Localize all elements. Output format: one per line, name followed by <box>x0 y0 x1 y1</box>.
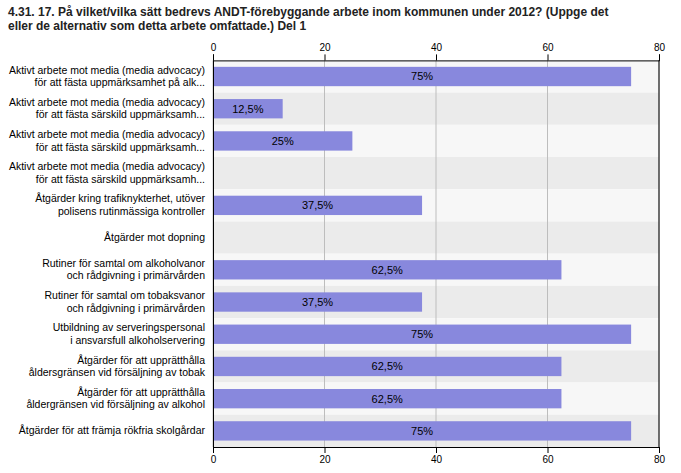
tick-mark <box>436 54 437 60</box>
tick-mark <box>548 447 549 453</box>
tick-label: Åtgärder för att upprätthållaåldersgräns… <box>29 354 206 379</box>
axis-line <box>214 448 660 454</box>
tick-label: 40 <box>431 454 443 465</box>
tick: Rutiner för samtal om tobaksvanoroch råd… <box>45 289 206 314</box>
tick-label: 0 <box>211 454 217 465</box>
tick: 80 <box>654 42 666 60</box>
bar <box>213 67 631 86</box>
tick-label: Aktivt arbete mot media (media advocacy)… <box>9 64 205 89</box>
grid-line <box>659 60 660 447</box>
tick: Aktivt arbete mot media (media advocacy)… <box>9 96 205 121</box>
tick: Åtgärder mot dopning <box>104 231 205 243</box>
tick-label: 20 <box>319 42 331 53</box>
data-label: 37,5% <box>302 199 333 211</box>
bar <box>213 292 422 311</box>
tick-mark <box>213 54 214 60</box>
bar <box>213 421 631 440</box>
tick: 0 <box>211 447 217 465</box>
tick-label: 20 <box>319 454 331 465</box>
bar <box>213 99 283 118</box>
tick: Åtgärder för att upprätthållaåldersgräns… <box>29 354 206 379</box>
grid <box>213 60 659 447</box>
tick: Aktivt arbete mot media (media advocacy)… <box>9 64 205 89</box>
bar <box>213 260 561 279</box>
tick: Åtgärder kring trafiknykterhet, utöverpo… <box>35 192 205 217</box>
tick-label: 0 <box>211 42 217 53</box>
plot: 75% 12,5% 25% 37,5% 62,5% 37,5% 75% 62,5% 62,5% 7… <box>9 42 666 465</box>
row-stripes <box>213 60 659 447</box>
data-label: 12,5% <box>232 103 263 115</box>
tick-mark <box>325 447 326 453</box>
bar <box>213 196 422 215</box>
title: 4.31. 17. På vilket/vilka sätt bedrevs A… <box>8 5 608 33</box>
tick-label: 80 <box>654 42 666 53</box>
tick-label: Aktivt arbete mot media (media advocacy)… <box>9 160 205 185</box>
tick: 40 <box>431 447 443 465</box>
tick-label: Utbildning av serveringspersonali ansvar… <box>53 321 205 346</box>
chart: 4.31. 17. På vilket/vilka sätt bedrevs A… <box>0 0 681 473</box>
tick: Utbildning av serveringspersonali ansvar… <box>53 321 205 346</box>
tick-label: Aktivt arbete mot media (media advocacy)… <box>9 128 205 153</box>
tick-mark <box>548 54 549 60</box>
tick-label: Åtgärder för att upprätthållaåldergränse… <box>26 386 205 411</box>
data-label: 62,5% <box>372 360 403 372</box>
tick-mark <box>659 447 660 453</box>
data-labels: 75% 12,5% 25% 37,5% 62,5% 37,5% 75% 62,5% 62,5% 7… <box>232 70 433 436</box>
data-label: 75% <box>411 425 433 437</box>
tick-label: Rutiner för samtal om alkoholvanoroch rå… <box>42 257 205 282</box>
tick-label: 40 <box>431 42 443 53</box>
tick: 20 <box>319 447 331 465</box>
tick-label: 80 <box>654 454 666 465</box>
data-label: 62,5% <box>372 393 403 405</box>
data-label: 75% <box>411 328 433 340</box>
tick: 60 <box>542 447 554 465</box>
bar <box>213 131 352 150</box>
tick-label: Rutiner för samtal om tobaksvanoroch råd… <box>45 289 206 314</box>
tick-label: 60 <box>542 42 554 53</box>
tick: Rutiner för samtal om alkoholvanoroch rå… <box>42 257 205 282</box>
tick-mark <box>325 54 326 60</box>
bar <box>213 357 561 376</box>
data-label: 62,5% <box>372 264 403 276</box>
grid-line <box>213 60 214 447</box>
x-axis-bottom: 0 20 40 60 80 <box>211 447 666 465</box>
axis-line <box>214 54 660 61</box>
tick-label: Aktivt arbete mot media (media advocacy)… <box>9 96 205 121</box>
tick-mark <box>213 447 214 453</box>
tick-label: Åtgärder kring trafiknykterhet, utöverpo… <box>35 192 205 217</box>
tick: Åtgärder för att främja rökfria skolgård… <box>19 424 206 436</box>
tick: Aktivt arbete mot media (media advocacy)… <box>9 128 205 153</box>
bar <box>213 325 631 344</box>
tick-label: Åtgärder mot dopning <box>104 231 205 243</box>
axis-line <box>213 61 214 448</box>
bars <box>213 67 631 441</box>
tick-mark <box>436 447 437 453</box>
tick: 20 <box>319 42 331 60</box>
tick: 0 <box>211 42 217 60</box>
tick-label: 60 <box>542 454 554 465</box>
tick: Åtgärder för att upprätthållaåldergränse… <box>26 386 205 411</box>
tick: 80 <box>654 447 666 465</box>
tick-label: Åtgärder för att främja rökfria skolgård… <box>19 424 206 436</box>
data-label: 37,5% <box>302 296 333 308</box>
tick: 40 <box>431 42 443 60</box>
tick: Aktivt arbete mot media (media advocacy)… <box>9 160 205 185</box>
y-axis: Aktivt arbete mot media (media advocacy)… <box>9 61 214 448</box>
data-label: 75% <box>411 70 433 82</box>
bar <box>213 389 561 408</box>
data-label: 25% <box>272 135 294 147</box>
frame-line <box>659 60 660 447</box>
tick: 60 <box>542 42 554 60</box>
tick-mark <box>659 54 660 60</box>
x-axis-top: 0 20 40 60 80 <box>211 42 666 61</box>
